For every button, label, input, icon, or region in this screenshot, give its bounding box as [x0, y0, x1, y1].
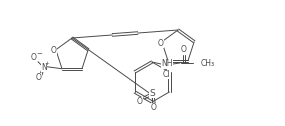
- Text: O: O: [31, 53, 37, 62]
- Text: O: O: [137, 97, 143, 105]
- Text: N: N: [41, 63, 47, 72]
- Text: +: +: [45, 61, 49, 66]
- Text: NH: NH: [161, 59, 173, 69]
- Text: O: O: [36, 73, 42, 82]
- Text: −: −: [36, 51, 42, 57]
- Text: S: S: [149, 88, 155, 98]
- Text: O: O: [51, 46, 57, 55]
- Text: O: O: [158, 39, 164, 48]
- Text: O: O: [151, 102, 157, 112]
- Text: O: O: [181, 45, 187, 55]
- Text: CH₃: CH₃: [201, 58, 215, 68]
- Text: Cl: Cl: [162, 70, 170, 79]
